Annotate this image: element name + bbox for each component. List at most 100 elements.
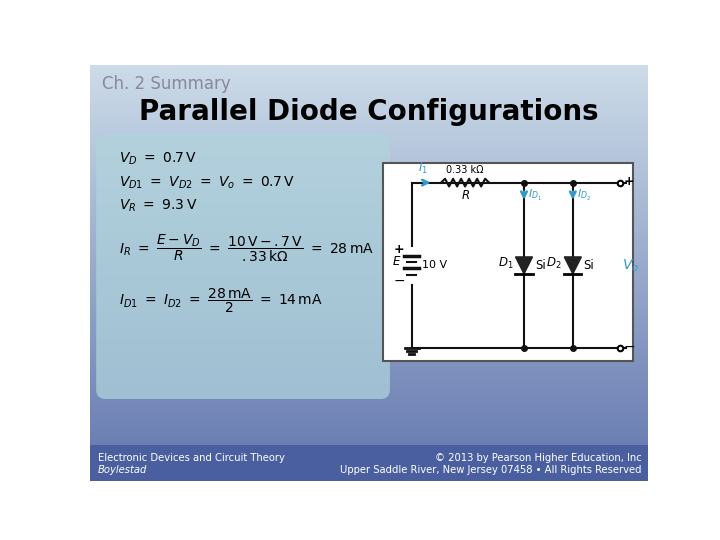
- Bar: [90, 253, 648, 255]
- Bar: [90, 392, 648, 393]
- Bar: [90, 468, 648, 469]
- Bar: [90, 441, 648, 442]
- Bar: [90, 442, 648, 443]
- Bar: [90, 395, 648, 396]
- Bar: [90, 180, 648, 181]
- Bar: [90, 464, 648, 465]
- Bar: [90, 126, 648, 127]
- Bar: [90, 129, 648, 130]
- Bar: [90, 458, 648, 460]
- Bar: [90, 239, 648, 241]
- Bar: [90, 141, 648, 143]
- Bar: [90, 122, 648, 123]
- Text: $V_o$: $V_o$: [621, 257, 639, 274]
- Bar: [90, 280, 648, 281]
- Bar: [90, 170, 648, 172]
- Bar: [90, 220, 648, 221]
- Bar: [383, 163, 632, 361]
- Bar: [90, 242, 648, 244]
- Bar: [90, 339, 648, 341]
- Text: $I_{D1}\ =\ I_{D2}\ =\ \dfrac{28\,\mathrm{mA}}{2}\ =\ 14\,\mathrm{mA}$: $I_{D1}\ =\ I_{D2}\ =\ \dfrac{28\,\mathr…: [120, 287, 323, 315]
- Bar: [90, 277, 648, 278]
- Bar: [90, 79, 648, 80]
- Bar: [90, 354, 648, 356]
- Bar: [90, 252, 648, 253]
- Bar: [90, 146, 648, 148]
- Bar: [90, 256, 648, 258]
- Bar: [90, 112, 648, 113]
- Bar: [90, 156, 648, 158]
- Bar: [90, 291, 648, 292]
- Bar: [90, 261, 648, 263]
- Bar: [90, 278, 648, 280]
- Bar: [90, 409, 648, 410]
- Bar: [90, 434, 648, 435]
- Bar: [90, 104, 648, 105]
- Bar: [90, 209, 648, 211]
- Text: +: +: [624, 174, 634, 187]
- Bar: [90, 472, 648, 474]
- Bar: [90, 397, 648, 399]
- Text: $I_R\ =\ \dfrac{E - V_D}{R}\ =\ \dfrac{10\,\mathrm{V} - .7\,\mathrm{V}}{.33\,\ma: $I_R\ =\ \dfrac{E - V_D}{R}\ =\ \dfrac{1…: [120, 232, 374, 264]
- Bar: [90, 334, 648, 335]
- Bar: [90, 191, 648, 192]
- Bar: [90, 108, 648, 109]
- Bar: [90, 127, 648, 129]
- Bar: [90, 92, 648, 94]
- Bar: [90, 302, 648, 303]
- Bar: [90, 431, 648, 432]
- Bar: [90, 190, 648, 191]
- Bar: [90, 306, 648, 307]
- Bar: [90, 87, 648, 89]
- Bar: [90, 281, 648, 282]
- Bar: [90, 163, 648, 165]
- Bar: [90, 98, 648, 99]
- Bar: [90, 335, 648, 336]
- Bar: [90, 230, 648, 231]
- Bar: [90, 194, 648, 195]
- Bar: [90, 271, 648, 273]
- Bar: [90, 298, 648, 299]
- Bar: [90, 219, 648, 220]
- Bar: [90, 151, 648, 152]
- Bar: [90, 427, 648, 428]
- Bar: [90, 233, 648, 234]
- Bar: [90, 188, 648, 190]
- Bar: [90, 145, 648, 146]
- Polygon shape: [516, 257, 533, 274]
- Bar: [90, 303, 648, 305]
- Bar: [90, 289, 648, 291]
- Bar: [90, 102, 648, 104]
- Bar: [90, 447, 648, 449]
- Bar: [90, 207, 648, 209]
- Bar: [90, 382, 648, 383]
- Bar: [90, 403, 648, 404]
- Bar: [90, 307, 648, 309]
- Text: © 2013 by Pearson Higher Education, Inc: © 2013 by Pearson Higher Education, Inc: [435, 453, 642, 463]
- Bar: [90, 366, 648, 367]
- Bar: [90, 216, 648, 217]
- Bar: [90, 255, 648, 256]
- Bar: [90, 246, 648, 248]
- Bar: [90, 99, 648, 101]
- Bar: [90, 134, 648, 136]
- Text: $I_{D_2}$: $I_{D_2}$: [577, 188, 591, 203]
- Text: +: +: [394, 244, 405, 256]
- Bar: [90, 439, 648, 441]
- Bar: [90, 292, 648, 294]
- Bar: [90, 385, 648, 386]
- Bar: [90, 326, 648, 327]
- Bar: [90, 309, 648, 310]
- Bar: [90, 227, 648, 228]
- Bar: [90, 221, 648, 223]
- Bar: [90, 410, 648, 411]
- Text: $I_1$: $I_1$: [418, 160, 428, 176]
- Bar: [90, 319, 648, 320]
- Bar: [90, 294, 648, 295]
- Bar: [90, 389, 648, 390]
- Bar: [90, 424, 648, 425]
- Bar: [90, 338, 648, 339]
- Bar: [90, 450, 648, 451]
- Bar: [90, 404, 648, 406]
- Bar: [90, 465, 648, 467]
